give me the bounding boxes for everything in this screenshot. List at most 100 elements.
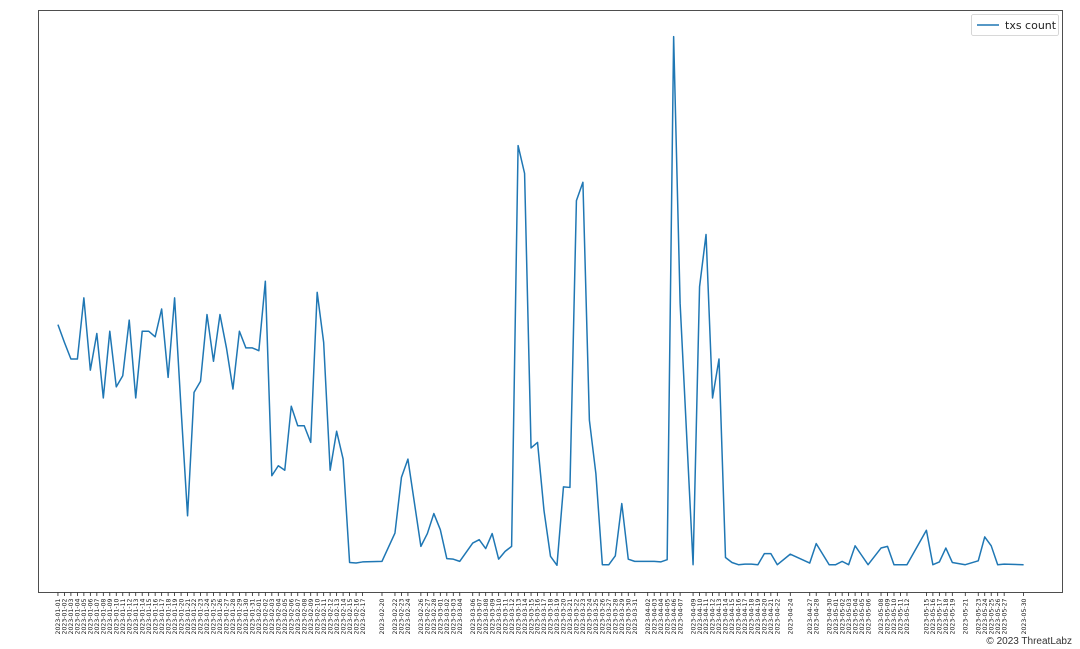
x-tick-label: 2023-03-31: [632, 598, 639, 634]
legend: txs count: [971, 14, 1059, 36]
x-tick-label: 2023-03-11: [502, 598, 509, 634]
x-tick-label: 2023-04-30: [826, 598, 833, 634]
x-tick-label: 2023-01-20: [178, 598, 185, 634]
x-tick-label: 2023-01-07: [94, 598, 101, 634]
x-tick-label: 2023-02-27: [425, 598, 432, 634]
x-tick-label: 2023-04-03: [651, 598, 658, 634]
x-tick-label: 2023-02-03: [269, 598, 276, 634]
x-tick-label: 2023-04-11: [703, 598, 710, 634]
x-tick-label: 2023-03-23: [580, 598, 587, 634]
x-tick-label: 2023-04-10: [697, 598, 704, 634]
x-tick-label: 2023-03-08: [483, 598, 490, 634]
series-line-txs-count: [57, 35, 1024, 567]
legend-label: txs count: [1005, 19, 1057, 32]
x-tick-label: 2023-02-12: [327, 598, 334, 634]
x-tick-label: 2023-03-06: [470, 598, 477, 634]
x-tick-label: 2023-01-24: [204, 598, 211, 634]
x-tick-label: 2023-01-11: [120, 598, 127, 634]
x-tick-label: 2023-04-27: [807, 598, 814, 634]
x-tick-label: 2023-02-14: [340, 598, 347, 634]
x-tick-label: 2023-02-04: [275, 598, 282, 634]
x-tick-label: 2023-05-15: [924, 598, 931, 634]
x-tick-label: 2023-01-19: [172, 598, 179, 634]
x-tick-label: 2023-01-23: [198, 598, 205, 634]
x-tick-label: 2023-04-04: [658, 598, 665, 634]
x-tick-label: 2023-02-28: [431, 598, 438, 634]
x-tick-label: 2023-01-09: [107, 598, 114, 634]
x-tick-label: 2023-02-17: [360, 598, 367, 634]
x-tick-label: 2023-04-19: [755, 598, 762, 634]
x-tick-label: 2023-04-16: [736, 598, 743, 634]
x-tick-label: 2023-03-19: [554, 598, 561, 634]
x-tick-label: 2023-01-12: [126, 598, 133, 634]
x-tick-label: 2023-03-20: [561, 598, 568, 634]
x-tick-label: 2023-05-11: [898, 598, 905, 634]
x-tick-label: 2023-02-06: [288, 598, 295, 634]
x-tick-label: 2023-05-01: [833, 598, 840, 634]
x-tick-label: 2023-04-20: [762, 598, 769, 634]
x-tick-label: 2023-03-27: [606, 598, 613, 634]
x-tick-label: 2023-01-13: [133, 598, 140, 634]
x-tick-label: 2023-04-05: [664, 598, 671, 634]
x-tick-label: 2023-03-15: [528, 598, 535, 634]
x-tick-label: 2023-04-02: [645, 598, 652, 634]
x-tick-label: 2023-01-30: [243, 598, 250, 634]
x-tick-label: 2023-02-01: [256, 598, 263, 634]
x-tick-label: 2023-02-22: [392, 598, 399, 634]
x-tick-label: 2023-05-12: [904, 598, 911, 634]
x-tick-label: 2023-01-10: [113, 598, 120, 634]
x-tick-label: 2023-03-26: [600, 598, 607, 634]
x-tick-label: 2023-05-05: [859, 598, 866, 634]
x-tick-label: 2023-01-28: [230, 598, 237, 634]
x-tick-label: 2023-01-05: [81, 598, 88, 634]
x-tick-label: 2023-03-30: [625, 598, 632, 634]
x-tick-label: 2023-01-22: [191, 598, 198, 634]
x-tick-label: 2023-03-02: [444, 598, 451, 634]
x-tick-label: 2023-01-08: [101, 598, 108, 634]
x-tick-label: 2023-03-16: [535, 598, 542, 634]
x-tick-label: 2023-04-09: [690, 598, 697, 634]
x-tick-label: 2023-03-25: [593, 598, 600, 634]
x-tick-label: 2023-02-10: [314, 598, 321, 634]
x-tick-label: 2023-05-25: [988, 598, 995, 634]
x-tick-label: 2023-03-17: [541, 598, 548, 634]
x-tick-label: 2023-02-26: [418, 598, 425, 634]
x-tick-label: 2023-02-16: [353, 598, 360, 634]
x-tick-label: 2023-04-13: [716, 598, 723, 634]
x-tick-label: 2023-03-09: [489, 598, 496, 634]
x-tick-label: 2023-04-14: [723, 598, 730, 634]
x-tick-label: 2023-01-16: [152, 598, 159, 634]
x-tick-label: 2023-03-14: [522, 598, 529, 634]
x-tick-label: 2023-03-01: [438, 598, 445, 634]
x-tick-label: 2023-01-27: [224, 598, 231, 634]
x-tick-label: 2023-03-03: [450, 598, 457, 634]
x-tick-label: 2023-04-21: [768, 598, 775, 634]
x-tick-label: 2023-04-28: [813, 598, 820, 634]
x-tick-label: 2023-03-29: [619, 598, 626, 634]
x-tick-label: 2023-05-09: [885, 598, 892, 634]
x-tick-label: 2023-05-03: [846, 598, 853, 634]
x-tick-label: 2023-03-24: [587, 598, 594, 634]
x-tick-label: 2023-05-26: [995, 598, 1002, 634]
x-tick-label: 2023-05-30: [1021, 598, 1028, 634]
x-tick-label: 2023-03-21: [567, 598, 574, 634]
x-tick-label: 2023-03-28: [613, 598, 620, 634]
x-tick-label: 2023-03-07: [476, 598, 483, 634]
x-tick-label: 2023-04-17: [742, 598, 749, 634]
x-tick-label: 2023-02-02: [263, 598, 270, 634]
x-tick-label: 2023-01-17: [159, 598, 166, 634]
x-tick-label: 2023-05-21: [962, 598, 969, 634]
x-tick-label: 2023-03-22: [574, 598, 581, 634]
x-tick-label: 2023-05-23: [975, 598, 982, 634]
legend-box: [971, 14, 1059, 36]
x-tick-label: 2023-01-21: [185, 598, 192, 634]
x-tick-label: 2023-01-03: [68, 598, 75, 634]
x-tick-label: 2023-05-10: [891, 598, 898, 634]
x-tick-label: 2023-02-24: [405, 598, 412, 634]
x-tick-label: 2023-01-06: [88, 598, 95, 634]
x-tick-label: 2023-05-08: [878, 598, 885, 634]
x-tick-label: 2023-04-24: [787, 598, 794, 634]
x-tick-label: 2023-04-06: [671, 598, 678, 634]
x-tick-label: 2023-02-09: [308, 598, 315, 634]
x-tick-label: 2023-01-26: [217, 598, 224, 634]
